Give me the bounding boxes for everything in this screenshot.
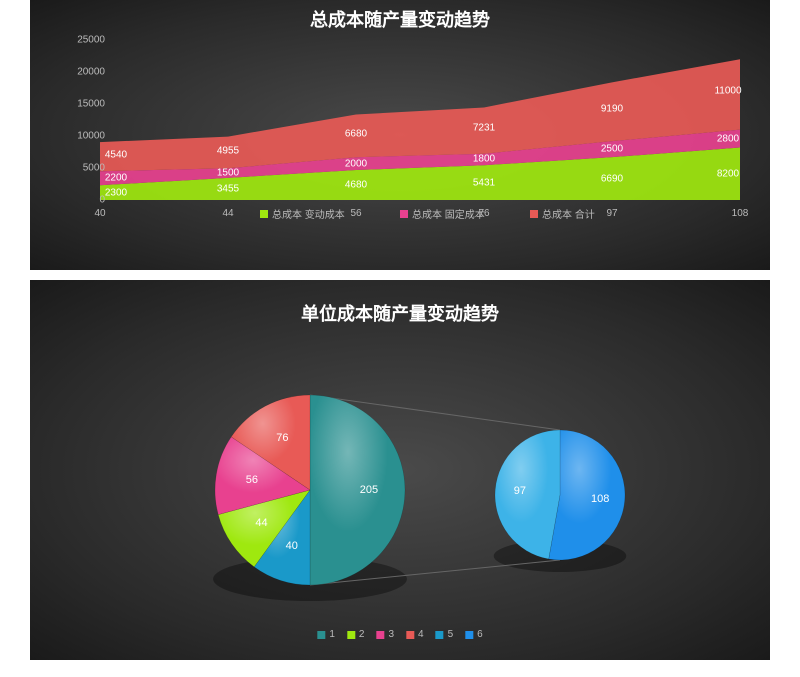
area-data-label: 4680: [345, 180, 367, 191]
pie-chart-panel: 单位成本随产量变动趋势 2054044567610897 123456: [30, 280, 770, 660]
legend-swatch: [530, 210, 538, 218]
area-data-label: 2200: [105, 173, 127, 184]
legend-swatch: [347, 631, 355, 639]
area-data-label: 3455: [217, 183, 239, 194]
x-axis-tick: 108: [732, 208, 749, 219]
y-axis-tick: 15000: [77, 99, 105, 110]
pie-slice-label: 76: [276, 432, 288, 444]
pie-legend-item: 5: [436, 629, 454, 640]
pie-slice-label: 108: [591, 493, 609, 505]
x-axis-tick: 40: [94, 208, 105, 219]
area-chart: 0500010000150002000025000 4044567697108 …: [70, 30, 750, 230]
x-axis-tick: 97: [606, 208, 617, 219]
x-axis-tick: 44: [222, 208, 233, 219]
area-data-label: 6690: [601, 173, 623, 184]
legend-label: 总成本 固定成本: [412, 206, 485, 221]
legend-label: 6: [477, 629, 483, 640]
legend-swatch: [317, 631, 325, 639]
pie-legend-item: 3: [376, 629, 394, 640]
legend-swatch: [400, 210, 408, 218]
area-chart-panel: 总成本随产量变动趋势 0500010000150002000025000 404…: [30, 0, 770, 270]
area-data-label: 4955: [217, 145, 239, 156]
area-data-label: 2500: [601, 144, 623, 155]
pie-chart: 2054044567610897: [30, 280, 770, 660]
area-data-label: 1800: [473, 154, 495, 165]
x-axis-tick: 56: [350, 208, 361, 219]
pie-slice-label: 40: [286, 540, 298, 552]
area-data-label: 1500: [217, 168, 239, 179]
pie-slice-label: 97: [514, 485, 526, 497]
area-data-label: 5431: [473, 177, 495, 188]
legend-swatch: [465, 631, 473, 639]
pie-slice-label: 44: [255, 517, 267, 529]
y-axis-tick: 5000: [83, 163, 105, 174]
legend-label: 4: [418, 629, 424, 640]
y-axis-tick: 10000: [77, 131, 105, 142]
pie-legend-item: 6: [465, 629, 483, 640]
pie-slice-label: 205: [360, 484, 378, 496]
legend-label: 总成本 变动成本: [272, 206, 345, 221]
pie-chart-legend: 1 2 3 4 5 6: [317, 629, 482, 640]
legend-label: 总成本 合计: [542, 206, 595, 221]
legend-label: 3: [388, 629, 394, 640]
legend-label: 1: [329, 629, 335, 640]
y-axis-tick: 20000: [77, 67, 105, 78]
area-legend-item: 总成本 固定成本: [400, 206, 485, 221]
pie-legend-item: 4: [406, 629, 424, 640]
pie-slice-label: 56: [246, 474, 258, 486]
legend-label: 2: [359, 629, 365, 640]
legend-swatch: [436, 631, 444, 639]
pie-legend-item: 1: [317, 629, 335, 640]
pie-legend-item: 2: [347, 629, 365, 640]
legend-swatch: [260, 210, 268, 218]
legend-swatch: [376, 631, 384, 639]
area-data-label: 9190: [601, 103, 623, 114]
area-data-label: 11000: [714, 85, 741, 96]
legend-label: 5: [448, 629, 454, 640]
area-data-label: 8200: [717, 168, 739, 179]
area-data-label: 6680: [345, 128, 367, 139]
area-data-label: 4540: [105, 150, 127, 161]
legend-swatch: [406, 631, 414, 639]
area-data-label: 2800: [717, 133, 739, 144]
area-legend-item: 总成本 合计: [530, 206, 595, 221]
y-axis-tick: 25000: [77, 35, 105, 46]
area-legend-item: 总成本 变动成本: [260, 206, 345, 221]
area-data-label: 2000: [345, 158, 367, 169]
area-data-label: 2300: [105, 187, 127, 198]
area-chart-title: 总成本随产量变动趋势: [310, 6, 490, 32]
area-data-label: 7231: [473, 123, 495, 134]
